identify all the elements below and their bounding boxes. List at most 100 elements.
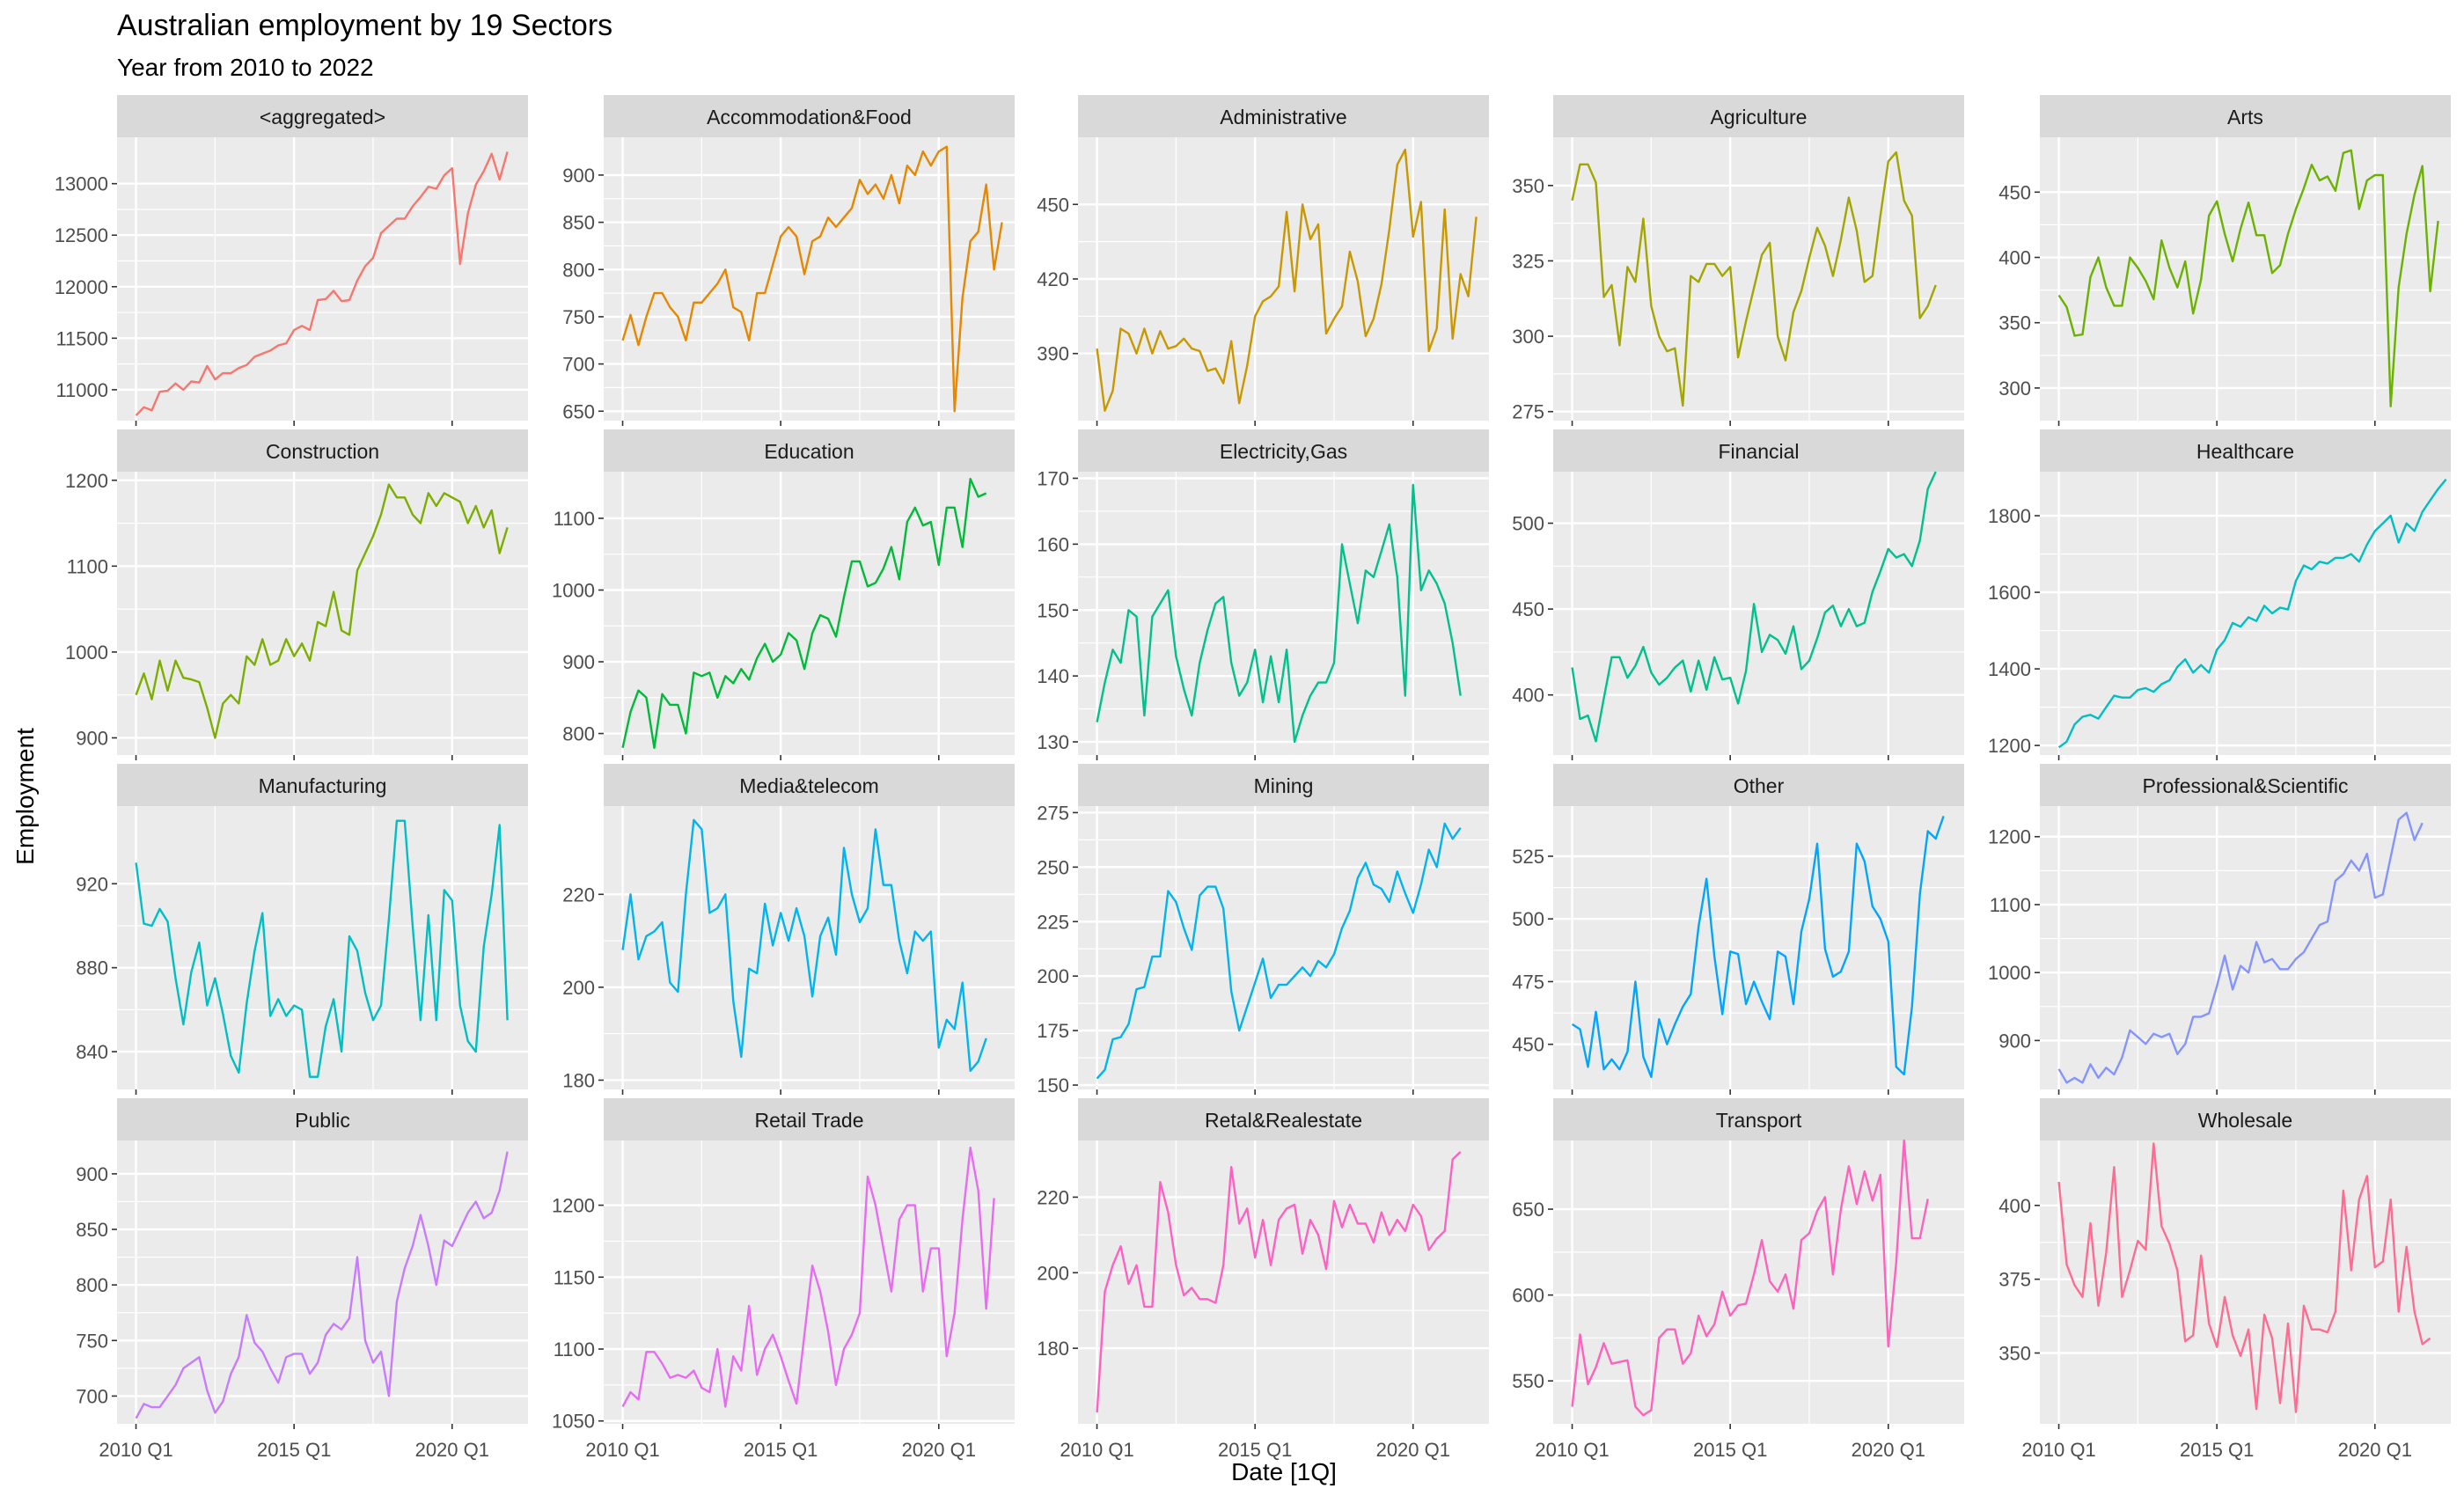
y-tick-label: 750 — [562, 306, 595, 328]
panel-arts: Arts 300 350 400 450 — [1998, 95, 2451, 426]
y-tick-label: 1100 — [554, 508, 595, 530]
y-tick-label: 350 — [1512, 175, 1544, 197]
series-line-public — [135, 1151, 509, 1419]
y-tick-label: 420 — [1037, 268, 1069, 290]
y-tick-label: 300 — [1512, 326, 1544, 348]
panel-other: Other 450 475 500 525 — [1512, 764, 1964, 1095]
y-tick-label: 475 — [1512, 971, 1544, 993]
facet-strip-label: Manufacturing — [259, 774, 387, 797]
y-tick-label: 650 — [1512, 1199, 1544, 1221]
panel-mining: Mining 150 175 200 225 250 275 — [1037, 764, 1489, 1096]
plot-background — [117, 472, 528, 755]
y-tick-label: 1600 — [1988, 582, 2031, 604]
panel-public: Public 700 750 800 850 900 2010 Q1 2015 Q1 2020 … — [76, 1098, 528, 1461]
facet-strip-label: <aggregated> — [260, 106, 385, 128]
series-line-retail-trade — [621, 1146, 995, 1408]
y-tick-label: 200 — [562, 977, 595, 999]
series-line-other — [1571, 816, 1945, 1079]
facet-strip — [117, 429, 528, 472]
y-tick-label: 1000 — [552, 580, 595, 602]
y-tick-label: 390 — [1037, 343, 1069, 365]
y-tick-label: 900 — [76, 1163, 108, 1185]
y-tick-label: 275 — [1512, 401, 1544, 423]
series-line-manufacturing — [135, 819, 509, 1078]
facet-strip-label: Retail Trade — [754, 1109, 863, 1132]
y-tick-label: 325 — [1512, 250, 1544, 272]
plot-background — [117, 1140, 528, 1424]
y-tick-label: 1200 — [1988, 735, 2031, 757]
facet-strip — [604, 764, 1015, 806]
facet-strip — [1078, 95, 1489, 137]
y-tick-label: 450 — [1512, 1034, 1544, 1056]
facet-strip — [1553, 1098, 1964, 1140]
series-line-wholesale — [2057, 1142, 2431, 1413]
y-tick-label: 350 — [1998, 312, 2031, 334]
y-tick-label: 350 — [1998, 1343, 2031, 1365]
panel-education: Education 800 900 1000 1100 — [552, 429, 1015, 760]
series-line-arts — [2057, 149, 2439, 407]
y-tick-label: 750 — [76, 1330, 108, 1352]
series-line-aggregated — [135, 151, 509, 416]
y-tick-label: 900 — [562, 651, 595, 673]
facet-strip — [1553, 764, 1964, 806]
y-tick-label: 11500 — [55, 327, 108, 349]
y-tick-label: 170 — [1037, 467, 1069, 489]
facet-strip — [117, 95, 528, 137]
plot-background — [2040, 806, 2451, 1089]
facet-strip-label: Wholesale — [2198, 1109, 2292, 1132]
y-tick-label: 1800 — [1988, 505, 2031, 527]
series-line-education — [621, 478, 987, 749]
series-line-retal-realestate — [1096, 1151, 1462, 1413]
panel-agriculture: Agriculture 275 300 325 350 — [1512, 95, 1964, 426]
facet-strip — [2040, 764, 2451, 806]
y-tick-label: 12000 — [55, 276, 108, 298]
y-tick-label: 500 — [1512, 513, 1544, 535]
facet-strip — [117, 764, 528, 806]
plot-background — [1553, 1140, 1964, 1424]
y-tick-label: 200 — [1037, 965, 1069, 987]
series-line-agriculture — [1571, 150, 1937, 407]
y-tick-label: 275 — [1037, 802, 1069, 824]
series-line-media-telecom — [621, 818, 987, 1073]
facet-strip — [1078, 1098, 1489, 1140]
y-tick-label: 1050 — [552, 1411, 595, 1433]
facet-strip-label: Agriculture — [1711, 106, 1808, 128]
y-tick-label: 250 — [1037, 856, 1069, 878]
plot-background — [604, 806, 1015, 1089]
y-tick-label: 1000 — [65, 642, 108, 664]
y-tick-label: 11000 — [55, 379, 108, 401]
facet-strip-label: Public — [295, 1109, 350, 1132]
y-tick-label: 850 — [76, 1219, 108, 1241]
x-tick-label: 2010 Q1 — [99, 1439, 172, 1461]
facet-strip-label: Retal&Realestate — [1205, 1109, 1362, 1132]
y-tick-label: 880 — [76, 957, 108, 979]
facet-strip — [1078, 764, 1489, 806]
series-line-mining — [1096, 822, 1462, 1080]
y-tick-label: 450 — [1512, 598, 1544, 620]
facet-strip — [117, 1098, 528, 1140]
facet-strip — [1553, 95, 1964, 137]
y-tick-label: 525 — [1512, 846, 1544, 868]
plot-background — [604, 137, 1015, 421]
y-tick-label: 1100 — [67, 555, 108, 577]
y-tick-label: 1400 — [1988, 658, 2031, 680]
facet-strip — [1553, 429, 1964, 472]
plot-background — [1553, 806, 1964, 1089]
facet-strip — [2040, 1098, 2451, 1140]
y-tick-label: 800 — [562, 259, 595, 281]
facet-strip — [1078, 429, 1489, 472]
x-tick-label: 2015 Q1 — [744, 1439, 818, 1461]
y-tick-label: 150 — [1037, 1074, 1069, 1096]
series-line-construction — [135, 483, 509, 739]
y-tick-label: 225 — [1037, 911, 1069, 933]
plot-background — [604, 1140, 1015, 1424]
y-tick-label: 850 — [562, 212, 595, 234]
y-tick-label: 650 — [562, 400, 595, 422]
chart-title: Australian employment by 19 Sectors — [117, 9, 612, 42]
x-tick-label: 2020 Q1 — [1376, 1439, 1450, 1461]
facet-strip-label: Transport — [1716, 1109, 1802, 1132]
plot-background — [117, 137, 528, 421]
facet-strip-label: Professional&Scientific — [2143, 774, 2349, 797]
facet-strip-label: Construction — [266, 440, 379, 463]
